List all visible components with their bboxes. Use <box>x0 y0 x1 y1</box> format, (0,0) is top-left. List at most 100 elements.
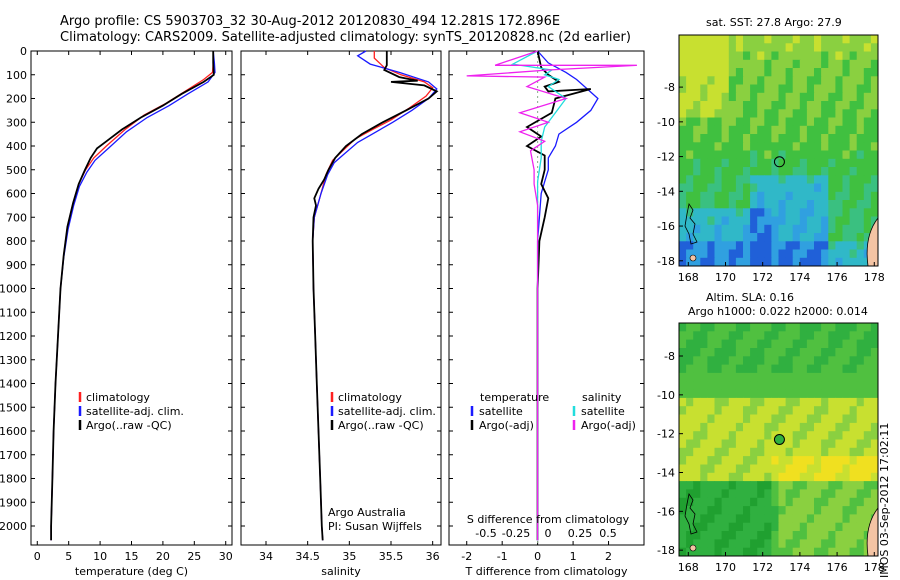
heatmap-cell <box>693 125 701 135</box>
heatmap-cell <box>806 208 815 218</box>
legend-label: Argo(-adj) <box>581 419 636 432</box>
heatmap-cell <box>728 372 737 382</box>
heatmap-cell <box>679 101 687 110</box>
sst-map: 168 170 172 174 176 178-8-10-12-14-16-18 <box>657 34 885 284</box>
heatmap-cell <box>785 183 794 193</box>
heatmap-cell <box>849 522 858 532</box>
heatmap-cell <box>821 422 829 432</box>
heatmap-cell <box>700 464 708 474</box>
heatmap-cells <box>679 323 878 556</box>
heatmap-cell <box>792 497 801 507</box>
heatmap-cell <box>714 117 723 127</box>
heatmap-cell <box>750 216 758 226</box>
heatmap-cell <box>714 191 723 201</box>
heatmap-cell <box>735 241 744 251</box>
heatmap-cell <box>870 158 878 168</box>
heatmap-cell <box>806 224 815 234</box>
heatmap-cell <box>714 224 723 234</box>
heatmap-cell <box>821 35 829 44</box>
heatmap-cell <box>792 117 801 127</box>
heatmap-cell <box>821 414 829 424</box>
heatmap-cell <box>792 167 801 176</box>
heatmap-cell <box>785 414 794 424</box>
heatmap-cell <box>828 76 836 86</box>
heatmap-cell <box>757 364 765 374</box>
heatmap-cell <box>792 456 801 465</box>
heatmap-cell <box>693 241 701 251</box>
heatmap-cell <box>785 51 794 61</box>
heatmap-cell <box>792 257 801 266</box>
y-tick-label: -16 <box>657 220 675 233</box>
heatmap-cell <box>792 381 801 391</box>
heatmap-cell <box>814 522 822 532</box>
heatmap-cell <box>863 224 872 234</box>
y-tick-label: -14 <box>657 185 675 198</box>
heatmap-cell <box>821 216 829 226</box>
heatmap-cell <box>821 364 829 374</box>
heatmap-cell <box>750 323 758 332</box>
heatmap-cell <box>686 134 694 143</box>
heatmap-cell <box>700 117 708 127</box>
heatmap-cell <box>700 233 708 242</box>
heatmap-cell <box>686 539 694 549</box>
heatmap-cell <box>743 68 751 77</box>
heatmap-cell <box>778 464 787 474</box>
heatmap-cell <box>679 125 687 135</box>
heatmap-cell <box>721 381 730 391</box>
heatmap-cell <box>743 92 751 102</box>
heatmap-cell <box>849 348 858 357</box>
heatmap-cell <box>743 522 751 532</box>
heatmap-cell <box>735 331 744 341</box>
heatmap-cell <box>721 175 730 185</box>
heatmap-cell <box>707 200 716 209</box>
heatmap-cell <box>842 323 851 332</box>
heatmap-cell <box>863 356 872 366</box>
heatmap-cell <box>828 101 836 110</box>
heatmap-cell <box>806 68 815 77</box>
heatmap-cell <box>799 397 808 407</box>
heatmap-cell <box>771 364 780 374</box>
heatmap-cell <box>778 539 787 549</box>
heatmap-cell <box>693 43 701 53</box>
heatmap-cell <box>870 506 878 515</box>
heatmap-cell <box>686 183 694 193</box>
heatmap-cell <box>750 522 758 532</box>
heatmap-cell <box>814 51 822 61</box>
heatmap-cell <box>743 51 751 61</box>
heatmap-cell <box>849 514 858 524</box>
heatmap-cell <box>821 481 829 490</box>
heatmap-cell <box>764 125 772 135</box>
heatmap-cell <box>863 109 872 119</box>
heatmap-cell <box>728 43 737 53</box>
heatmap-cell <box>863 158 872 168</box>
heatmap-cell <box>799 43 808 53</box>
heatmap-cell <box>771 522 780 532</box>
heatmap-cell <box>771 531 780 540</box>
heatmap-cell <box>792 447 801 457</box>
heatmap-cell <box>764 481 772 490</box>
heatmap-cell <box>721 183 730 193</box>
heatmap-cell <box>728 216 737 226</box>
heatmap-cell <box>693 76 701 86</box>
heatmap-cell <box>679 257 687 266</box>
heatmap-cell <box>842 84 851 94</box>
heatmap-cell <box>714 35 723 44</box>
y-tick-label: -8 <box>664 81 675 94</box>
heatmap-cell <box>764 414 772 424</box>
heatmap-cell <box>714 397 723 407</box>
heatmap-cell <box>735 183 744 193</box>
heatmap-cell <box>743 372 751 382</box>
heatmap-cell <box>849 339 858 349</box>
heatmap-cell <box>856 142 865 152</box>
sla-map-subtitle: Argo h1000: 0.022 h2000: 0.014 <box>688 305 868 318</box>
heatmap-cell <box>679 109 687 119</box>
heatmap-cell <box>771 216 780 226</box>
heatmap-cell <box>821 224 829 234</box>
heatmap-cell <box>799 249 808 259</box>
heatmap-cell <box>728 472 737 482</box>
heatmap-cell <box>721 150 730 160</box>
heatmap-cell <box>750 489 758 499</box>
y-tick-label: 1800 <box>0 473 27 486</box>
heatmap-cell <box>778 175 787 185</box>
